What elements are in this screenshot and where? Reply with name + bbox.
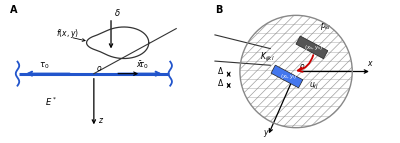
Text: $\bar{x}$: $\bar{x}$ <box>136 59 142 70</box>
Text: $\Delta$: $\Delta$ <box>217 77 224 88</box>
Text: $f(x,y)$: $f(x,y)$ <box>56 27 79 40</box>
Text: $u_{ij}$: $u_{ij}$ <box>309 81 318 92</box>
Text: $\delta$: $\delta$ <box>114 7 121 18</box>
Text: $o$: $o$ <box>298 62 305 71</box>
Text: $x$: $x$ <box>367 59 374 68</box>
Text: $\tau_0$: $\tau_0$ <box>39 61 50 71</box>
Polygon shape <box>296 36 328 59</box>
Text: $(x_i, y_i)$: $(x_i, y_i)$ <box>280 72 298 81</box>
Text: $(x_s, y_s)$: $(x_s, y_s)$ <box>304 43 324 52</box>
Text: $y$: $y$ <box>263 128 270 139</box>
Text: $p_{kl}$: $p_{kl}$ <box>320 21 332 32</box>
Text: $E^*$: $E^*$ <box>45 95 57 108</box>
Text: B: B <box>215 5 222 15</box>
Text: $K_{ijkl}$: $K_{ijkl}$ <box>260 51 274 64</box>
Text: $\tau_0$: $\tau_0$ <box>138 61 148 71</box>
Text: $z$: $z$ <box>98 116 104 125</box>
Polygon shape <box>271 65 303 88</box>
Text: $\Delta$: $\Delta$ <box>217 65 224 76</box>
Text: $o$: $o$ <box>96 64 102 73</box>
Text: A: A <box>10 5 18 15</box>
